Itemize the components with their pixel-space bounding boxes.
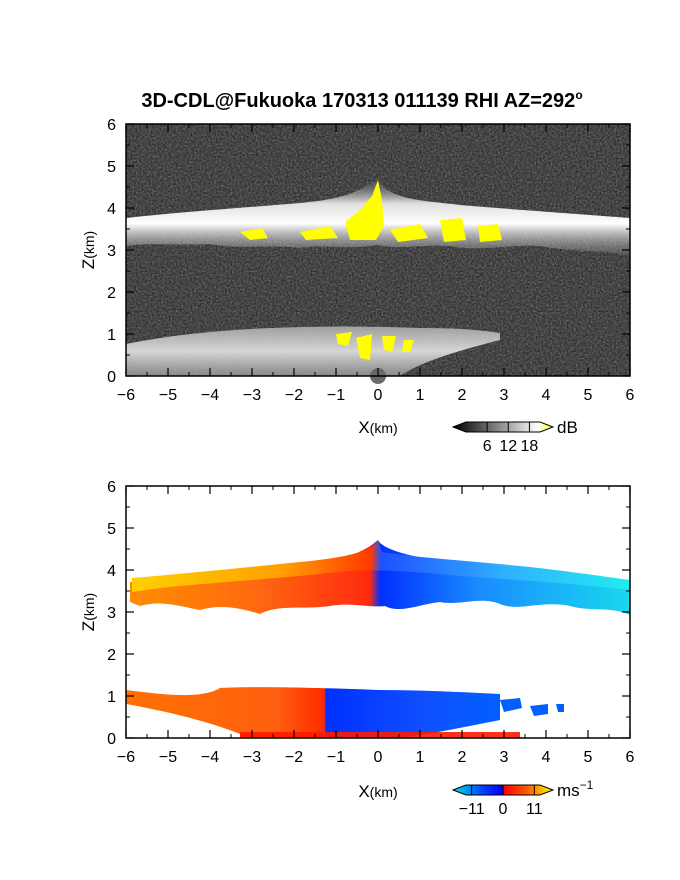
panel-backscatter: −6 −5 −4 −3 −2 −1 0 1 2 3 4 5 6 0 1 2 3 4 5 6 X(km) Z(km) bbox=[79, 117, 635, 437]
y-tick-label: 1 bbox=[107, 327, 116, 344]
panel1-ylabel: Z(km) bbox=[79, 231, 98, 269]
x-tick-label: 6 bbox=[626, 387, 635, 404]
colorbar-tick-label: 6 bbox=[483, 438, 492, 455]
colorbar-tick-label: 11 bbox=[526, 801, 543, 818]
x-tick-label: −2 bbox=[285, 749, 303, 766]
y-tick-label: 4 bbox=[107, 201, 116, 218]
colorbar2-ticks: −11 0 11 bbox=[459, 785, 543, 818]
x-tick-label: 4 bbox=[542, 749, 551, 766]
x-tick-label: −1 bbox=[327, 387, 345, 404]
y-tick-label: 3 bbox=[107, 243, 116, 260]
x-tick-label: −5 bbox=[159, 387, 177, 404]
x-tick-label: −3 bbox=[243, 387, 261, 404]
panel1-ticks: −6 −5 −4 −3 −2 −1 0 1 2 3 4 5 6 0 1 2 3 4 5 6 bbox=[107, 117, 634, 404]
colorbar1-ticks: 6 12 18 bbox=[483, 422, 539, 455]
x-tick-label: −6 bbox=[117, 387, 135, 404]
lower-velocity-layer bbox=[126, 687, 500, 738]
x-tick-label: −4 bbox=[201, 749, 219, 766]
y-tick-label: 2 bbox=[107, 285, 116, 302]
colorbar1-label: dB bbox=[557, 418, 578, 437]
y-tick-label: 3 bbox=[107, 605, 116, 622]
y-tick-label: 1 bbox=[107, 689, 116, 706]
colorbar-tick-label: 0 bbox=[499, 801, 508, 818]
x-tick-label: −2 bbox=[285, 387, 303, 404]
x-tick-label: 5 bbox=[584, 749, 593, 766]
y-tick-label: 0 bbox=[107, 731, 116, 748]
x-tick-label: −6 bbox=[117, 749, 135, 766]
panel2-ylabel: Z(km) bbox=[79, 593, 98, 631]
x-tick-label: −4 bbox=[201, 387, 219, 404]
x-tick-label: −5 bbox=[159, 749, 177, 766]
x-tick-label: 5 bbox=[584, 387, 593, 404]
panel2-xlabel: X(km) bbox=[358, 782, 397, 801]
panel-velocity: −6 −5 −4 −3 −2 −1 0 1 2 3 4 5 6 0 1 2 3 4 5 6 X(km) Z(km) bbox=[79, 479, 635, 801]
y-tick-label: 6 bbox=[107, 479, 116, 496]
upper-echo-saturated bbox=[240, 180, 502, 242]
surface-returns bbox=[240, 732, 520, 738]
x-tick-label: 2 bbox=[458, 749, 467, 766]
x-tick-label: 3 bbox=[500, 387, 509, 404]
colorbar-backscatter: 6 12 18 dB bbox=[451, 418, 578, 455]
upper-velocity-cap bbox=[132, 540, 630, 592]
x-tick-label: −3 bbox=[243, 749, 261, 766]
colorbar-velocity: −11 0 11 ms−1 bbox=[451, 778, 594, 818]
panel2-ticks: −6 −5 −4 −3 −2 −1 0 1 2 3 4 5 6 0 1 2 3 4 5 6 bbox=[107, 479, 634, 766]
x-tick-label: 0 bbox=[374, 749, 383, 766]
x-tick-label: 6 bbox=[626, 749, 635, 766]
x-tick-label: 3 bbox=[500, 749, 509, 766]
x-tick-label: 0 bbox=[374, 387, 383, 404]
y-tick-label: 4 bbox=[107, 563, 116, 580]
x-tick-label: 2 bbox=[458, 387, 467, 404]
x-tick-label: 4 bbox=[542, 387, 551, 404]
panel1-xlabel: X(km) bbox=[358, 418, 397, 437]
figure-title: 3D-CDL@Fukuoka 170313 011139 RHI AZ=292o bbox=[141, 88, 582, 112]
colorbar1-bar bbox=[451, 421, 555, 433]
colorbar-tick-label: 18 bbox=[521, 438, 539, 455]
x-tick-label: −1 bbox=[327, 749, 345, 766]
lower-echo-saturated bbox=[336, 332, 414, 360]
upper-velocity-layer bbox=[130, 540, 630, 615]
y-tick-label: 2 bbox=[107, 647, 116, 664]
colorbar-tick-label: 12 bbox=[499, 438, 517, 455]
lower-velocity-wedge bbox=[126, 704, 240, 738]
y-tick-label: 6 bbox=[107, 117, 116, 134]
colorbar2-label: ms−1 bbox=[557, 778, 594, 800]
y-tick-label: 0 bbox=[107, 369, 116, 386]
colorbar-tick-label: −11 bbox=[459, 801, 485, 818]
x-tick-label: 1 bbox=[416, 387, 425, 404]
lower-echo-layer bbox=[126, 326, 500, 376]
lower-velocity-scatter bbox=[500, 698, 564, 716]
y-tick-label: 5 bbox=[107, 159, 116, 176]
y-tick-label: 5 bbox=[107, 521, 116, 538]
x-tick-label: 1 bbox=[416, 749, 425, 766]
